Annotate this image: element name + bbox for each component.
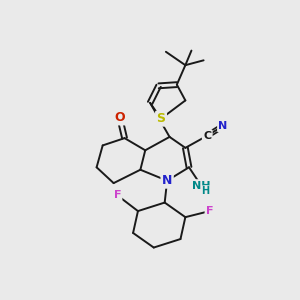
Text: N: N — [162, 174, 172, 187]
Text: F: F — [206, 206, 213, 216]
Text: O: O — [114, 111, 125, 124]
Text: H: H — [202, 186, 210, 196]
Text: F: F — [113, 190, 121, 200]
Text: S: S — [157, 112, 166, 125]
Text: N: N — [218, 121, 228, 131]
Text: C: C — [203, 131, 211, 141]
Text: NH: NH — [192, 181, 210, 190]
